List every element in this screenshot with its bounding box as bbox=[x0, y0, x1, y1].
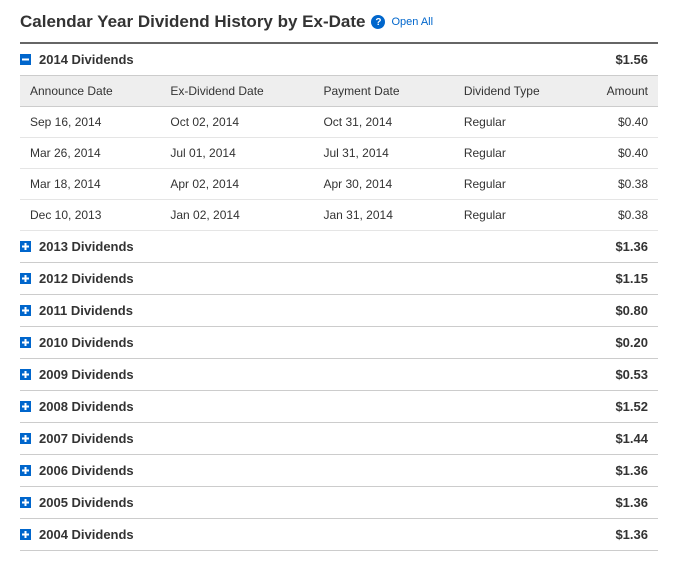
year-row[interactable]: 2009 Dividends $0.53 bbox=[20, 359, 658, 391]
year-row[interactable]: 2014 Dividends $1.56 bbox=[20, 44, 658, 76]
collapse-icon[interactable] bbox=[20, 54, 31, 65]
year-total: $1.52 bbox=[615, 399, 654, 414]
table-row: Sep 16, 2014Oct 02, 2014Oct 31, 2014Regu… bbox=[20, 107, 658, 138]
year-label: 2004 Dividends bbox=[39, 527, 134, 542]
col-amount: Amount bbox=[581, 76, 658, 107]
dividend-detail-table: Announce DateEx-Dividend DatePayment Dat… bbox=[20, 76, 658, 231]
cell-payment: Jul 31, 2014 bbox=[313, 138, 453, 169]
cell-announce: Mar 18, 2014 bbox=[20, 169, 160, 200]
year-label: 2014 Dividends bbox=[39, 52, 134, 67]
cell-amount: $0.40 bbox=[581, 138, 658, 169]
year-row[interactable]: 2006 Dividends $1.36 bbox=[20, 455, 658, 487]
cell-type: Regular bbox=[454, 138, 582, 169]
year-total: $1.44 bbox=[615, 431, 654, 446]
year-row[interactable]: 2004 Dividends $1.36 bbox=[20, 519, 658, 551]
year-row-left: 2008 Dividends bbox=[20, 399, 134, 414]
year-label: 2007 Dividends bbox=[39, 431, 134, 446]
year-total: $1.56 bbox=[615, 52, 654, 67]
cell-ex: Jul 01, 2014 bbox=[160, 138, 313, 169]
year-total: $0.53 bbox=[615, 367, 654, 382]
expand-icon[interactable] bbox=[20, 529, 31, 540]
cell-announce: Sep 16, 2014 bbox=[20, 107, 160, 138]
year-row-left: 2007 Dividends bbox=[20, 431, 134, 446]
year-label: 2006 Dividends bbox=[39, 463, 134, 478]
cell-type: Regular bbox=[454, 107, 582, 138]
year-row[interactable]: 2007 Dividends $1.44 bbox=[20, 423, 658, 455]
cell-payment: Oct 31, 2014 bbox=[313, 107, 453, 138]
cell-amount: $0.38 bbox=[581, 200, 658, 231]
page-title: Calendar Year Dividend History by Ex-Dat… bbox=[20, 12, 365, 32]
year-row[interactable]: 2005 Dividends $1.36 bbox=[20, 487, 658, 519]
cell-type: Regular bbox=[454, 169, 582, 200]
col-type: Dividend Type bbox=[454, 76, 582, 107]
help-icon[interactable]: ? bbox=[371, 15, 385, 29]
year-label: 2013 Dividends bbox=[39, 239, 134, 254]
expand-icon[interactable] bbox=[20, 433, 31, 444]
year-label: 2008 Dividends bbox=[39, 399, 134, 414]
cell-payment: Apr 30, 2014 bbox=[313, 169, 453, 200]
expand-icon[interactable] bbox=[20, 273, 31, 284]
expand-icon[interactable] bbox=[20, 497, 31, 508]
year-row-left: 2005 Dividends bbox=[20, 495, 134, 510]
year-row-left: 2013 Dividends bbox=[20, 239, 134, 254]
dividend-history-panel: Calendar Year Dividend History by Ex-Dat… bbox=[0, 0, 678, 563]
year-total: $1.36 bbox=[615, 495, 654, 510]
cell-ex: Apr 02, 2014 bbox=[160, 169, 313, 200]
expand-icon[interactable] bbox=[20, 401, 31, 412]
year-row-left: 2004 Dividends bbox=[20, 527, 134, 542]
col-payment: Payment Date bbox=[313, 76, 453, 107]
cell-ex: Oct 02, 2014 bbox=[160, 107, 313, 138]
year-label: 2010 Dividends bbox=[39, 335, 134, 350]
year-row-left: 2009 Dividends bbox=[20, 367, 134, 382]
expand-icon[interactable] bbox=[20, 241, 31, 252]
expand-icon[interactable] bbox=[20, 465, 31, 476]
table-row: Mar 26, 2014Jul 01, 2014Jul 31, 2014Regu… bbox=[20, 138, 658, 169]
col-announce: Announce Date bbox=[20, 76, 160, 107]
table-row: Dec 10, 2013Jan 02, 2014Jan 31, 2014Regu… bbox=[20, 200, 658, 231]
page-title-row: Calendar Year Dividend History by Ex-Dat… bbox=[20, 12, 658, 32]
cell-announce: Dec 10, 2013 bbox=[20, 200, 160, 231]
years-list: 2014 Dividends $1.56 Announce DateEx-Divid… bbox=[20, 44, 658, 551]
expand-icon[interactable] bbox=[20, 337, 31, 348]
col-ex: Ex-Dividend Date bbox=[160, 76, 313, 107]
table-row: Mar 18, 2014Apr 02, 2014Apr 30, 2014Regu… bbox=[20, 169, 658, 200]
year-total: $1.36 bbox=[615, 463, 654, 478]
year-row-left: 2010 Dividends bbox=[20, 335, 134, 350]
cell-amount: $0.40 bbox=[581, 107, 658, 138]
open-all-link[interactable]: Open All bbox=[391, 16, 433, 28]
year-label: 2005 Dividends bbox=[39, 495, 134, 510]
year-row[interactable]: 2010 Dividends $0.20 bbox=[20, 327, 658, 359]
cell-ex: Jan 02, 2014 bbox=[160, 200, 313, 231]
year-total: $1.15 bbox=[615, 271, 654, 286]
cell-amount: $0.38 bbox=[581, 169, 658, 200]
cell-type: Regular bbox=[454, 200, 582, 231]
year-label: 2011 Dividends bbox=[39, 303, 133, 318]
year-total: $0.20 bbox=[615, 335, 654, 350]
year-row-left: 2014 Dividends bbox=[20, 52, 134, 67]
cell-payment: Jan 31, 2014 bbox=[313, 200, 453, 231]
expand-icon[interactable] bbox=[20, 305, 31, 316]
year-total: $1.36 bbox=[615, 239, 654, 254]
year-row-left: 2011 Dividends bbox=[20, 303, 133, 318]
year-row[interactable]: 2008 Dividends $1.52 bbox=[20, 391, 658, 423]
year-label: 2009 Dividends bbox=[39, 367, 134, 382]
year-row[interactable]: 2013 Dividends $1.36 bbox=[20, 231, 658, 263]
year-row[interactable]: 2011 Dividends $0.80 bbox=[20, 295, 658, 327]
year-row-left: 2012 Dividends bbox=[20, 271, 134, 286]
year-total: $1.36 bbox=[615, 527, 654, 542]
year-row-left: 2006 Dividends bbox=[20, 463, 134, 478]
expand-icon[interactable] bbox=[20, 369, 31, 380]
year-label: 2012 Dividends bbox=[39, 271, 134, 286]
cell-announce: Mar 26, 2014 bbox=[20, 138, 160, 169]
year-total: $0.80 bbox=[615, 303, 654, 318]
year-row[interactable]: 2012 Dividends $1.15 bbox=[20, 263, 658, 295]
